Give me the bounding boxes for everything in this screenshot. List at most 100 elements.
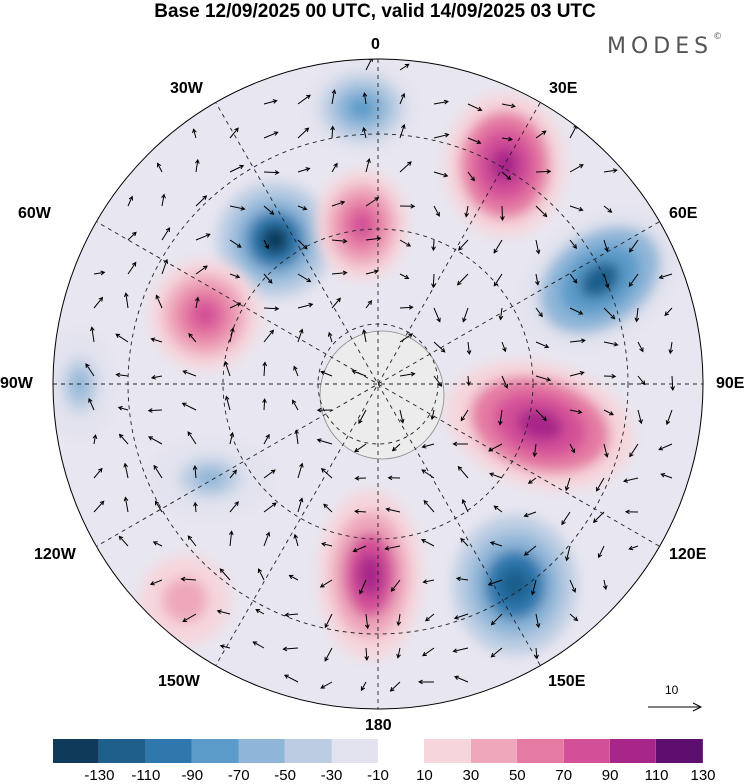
wind-arrow: [321, 542, 333, 547]
wind-arrow: [467, 103, 483, 112]
wind-arrow: [229, 205, 246, 211]
wind-arrow: [462, 307, 469, 323]
colorbar-tick-label: -10: [367, 767, 389, 784]
wind-arrow: [297, 462, 304, 479]
wind-arrow: [399, 123, 406, 139]
wind-arrow: [399, 161, 412, 173]
wind-arrow: [89, 326, 95, 343]
wind-arrow: [431, 273, 436, 289]
vector-scale-label: 10: [665, 683, 679, 697]
wind-arrow: [229, 469, 237, 479]
wind-arrow: [324, 613, 333, 629]
wind-arrow: [118, 535, 129, 547]
wind-arrow: [431, 239, 436, 252]
wind-arrow: [498, 409, 503, 426]
anomaly-a1: [445, 93, 565, 237]
wind-arrow: [331, 89, 337, 105]
wind-arrow: [262, 398, 267, 411]
wind-arrow: [628, 273, 639, 288]
anomaly-a9: [150, 260, 260, 370]
colorbar-tick-label: 30: [462, 767, 480, 784]
wind-arrow: [569, 273, 578, 284]
wind-arrow: [637, 375, 646, 386]
wind-arrow: [330, 125, 335, 139]
wind-arrow: [331, 162, 338, 173]
wind-arrow: [127, 195, 134, 207]
wind-arrow: [194, 158, 200, 173]
copyright-mark: ©: [713, 32, 723, 42]
wind-arrow: [331, 297, 341, 309]
wind-arrow: [127, 231, 137, 241]
anomaly-a4: [217, 182, 333, 298]
wind-arrow: [535, 375, 552, 382]
wind-arrow: [569, 579, 577, 593]
wind-arrow: [229, 273, 241, 279]
colorbar-swatch: [99, 739, 146, 763]
wind-arrow: [195, 233, 211, 241]
colorbar-tick-label: 90: [601, 767, 619, 784]
wind-arrow: [396, 613, 402, 627]
wind-arrow: [293, 533, 299, 547]
colorbar-tick-label: 10: [416, 767, 433, 784]
wind-arrow: [362, 126, 367, 139]
wind-arrow: [324, 647, 333, 662]
wind-arrow: [93, 296, 104, 309]
wind-arrow: [425, 613, 435, 622]
wind-arrow: [534, 647, 539, 660]
wind-arrow: [123, 462, 129, 479]
wind-arrow: [455, 576, 469, 582]
wind-arrow: [297, 328, 304, 343]
wind-arrow: [362, 92, 368, 105]
wind-arrow: [297, 127, 310, 139]
wind-arrow: [433, 171, 449, 178]
wind-arrow: [535, 613, 541, 629]
wind-arrow: [351, 369, 367, 377]
wind-arrow: [229, 239, 242, 248]
wind-arrow: [195, 265, 208, 275]
wind-arrow: [255, 609, 265, 615]
wind-arrow: [263, 205, 275, 215]
wind-arrow: [433, 341, 446, 353]
wind-arrow: [399, 409, 405, 424]
anomaly-a2: [519, 208, 681, 352]
wind-arrow: [354, 509, 367, 514]
wind-arrow: [493, 273, 503, 287]
lon-label-120w: 120W: [34, 546, 76, 563]
wind-arrow: [668, 341, 674, 355]
lon-label-60w: 60W: [18, 205, 51, 222]
wind-arrow: [399, 63, 410, 71]
wind-arrow: [115, 372, 129, 378]
wind-arrow: [193, 501, 198, 513]
wind-arrow: [229, 302, 242, 309]
wind-arrow: [147, 408, 163, 413]
colorbar-tick-label: -30: [320, 767, 343, 784]
colorbar-swatch: [331, 739, 378, 763]
wind-arrow: [569, 307, 584, 315]
colorbar-tick-label: 70: [555, 767, 573, 784]
wind-arrow: [603, 168, 618, 173]
wind-arrow: [433, 132, 450, 139]
wind-arrow: [257, 568, 265, 581]
wind-arrow: [263, 170, 280, 175]
wind-arrow: [181, 402, 197, 411]
antarctica-landmass: [319, 330, 445, 460]
wind-arrow: [354, 475, 367, 481]
wind-arrow: [464, 205, 470, 218]
colorbar-swatch: [610, 739, 657, 763]
wind-arrow: [88, 397, 95, 411]
wind-arrow: [460, 537, 469, 547]
wind-arrow: [362, 328, 367, 343]
wind-arrow: [535, 205, 548, 218]
wind-arrow: [229, 164, 245, 173]
wind-arrow: [487, 579, 503, 586]
colorbar-tick-label: -90: [181, 767, 204, 784]
wind-arrow: [530, 579, 537, 596]
wind-arrow: [433, 205, 440, 217]
wind-arrow: [192, 128, 197, 139]
wind-arrow: [115, 333, 129, 343]
wind-arrow: [228, 530, 234, 547]
wind-arrow: [660, 473, 673, 479]
wind-arrow: [561, 511, 571, 526]
wind-arrow: [354, 443, 367, 453]
wind-arrow: [488, 443, 503, 452]
